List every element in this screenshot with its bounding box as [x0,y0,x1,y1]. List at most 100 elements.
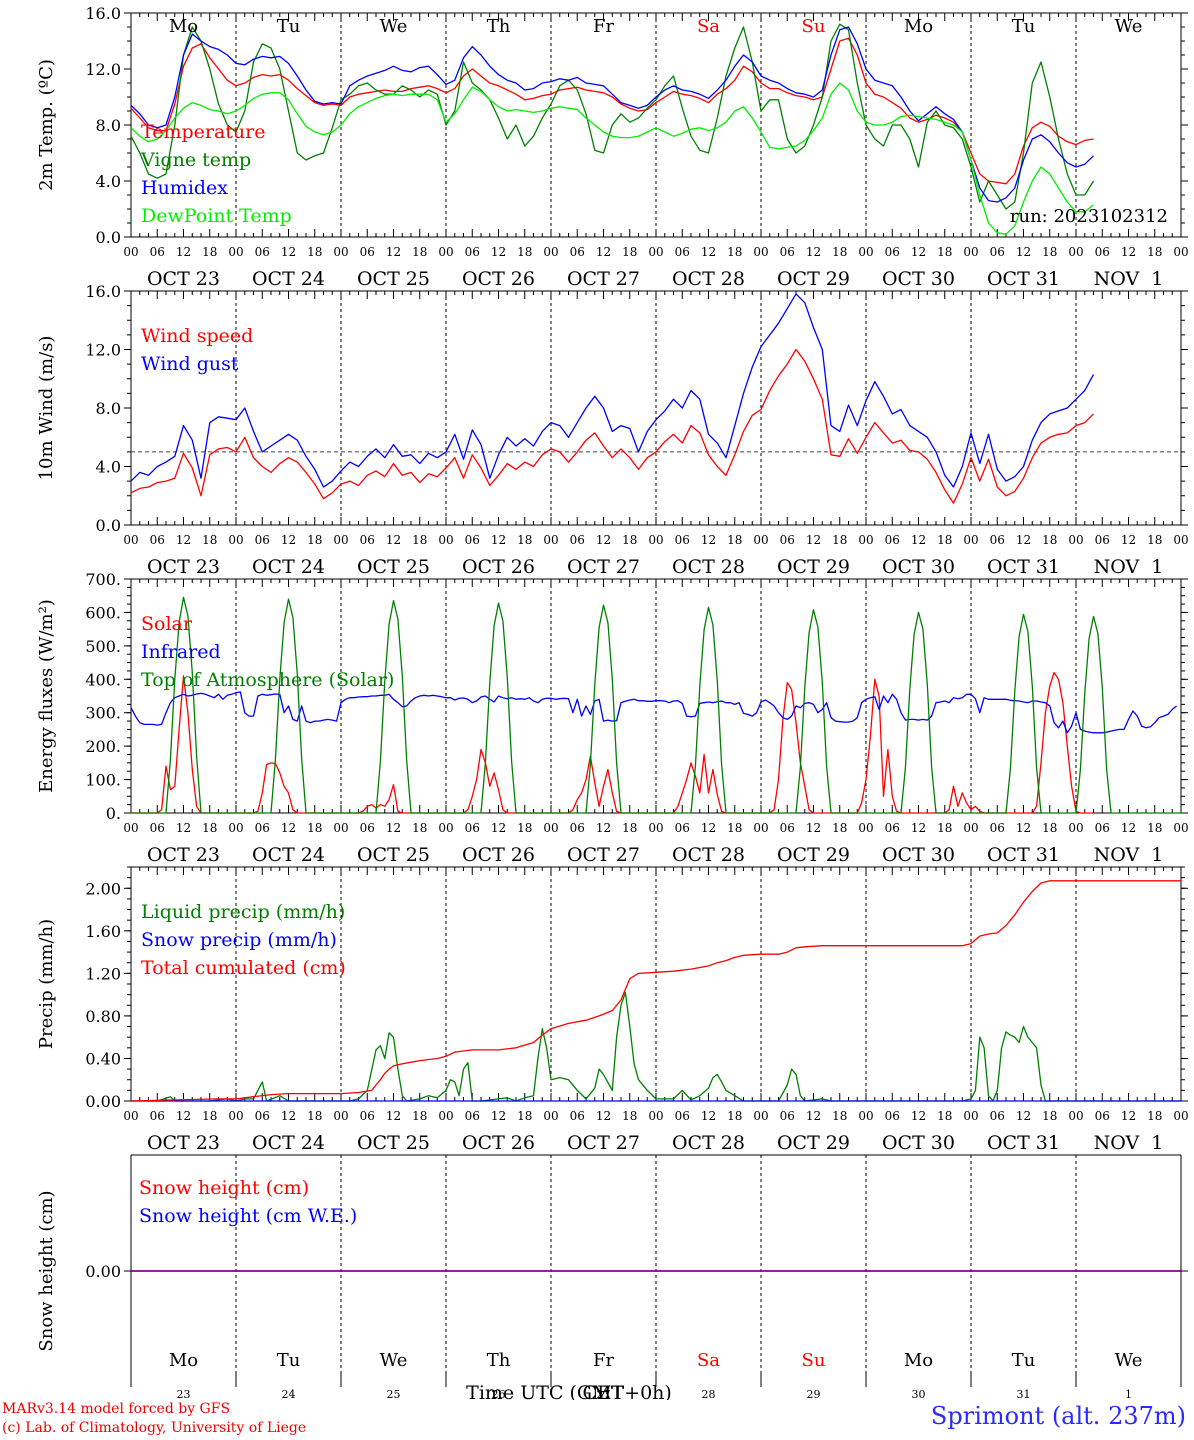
hour-label: 00 [123,821,138,835]
y-tick-label: 0.80 [85,1007,121,1026]
legend-entry: Wind gust [141,353,239,375]
y-tick-label: 1.20 [85,964,121,983]
date-label: OCT 26 [462,1132,535,1154]
hour-label: 00 [438,1109,453,1123]
hour-label: 18 [202,245,217,259]
hour-label: 18 [1042,1109,1057,1123]
series-line-total-cumulated-cm- [130,880,1181,1102]
weekday-label: We [380,1350,408,1371]
date-label: OCT 23 [147,268,220,290]
hour-label: 18 [832,1109,847,1123]
weekday-label: Tu [277,16,301,37]
hour-label: 12 [176,1109,191,1123]
hour-label: 18 [307,1109,322,1123]
hour-label: 06 [1095,245,1110,259]
date-label: OCT 28 [672,268,745,290]
hour-label: 18 [1042,245,1057,259]
hour-label: 12 [596,821,611,835]
hour-label: 12 [491,533,506,547]
weekday-label: Tu [277,1350,301,1371]
run-annotation: run: 2023102312 [1010,206,1168,227]
legend-entry: Solar [141,613,193,635]
series-line-infrared [130,691,1178,734]
date-label: OCT 25 [357,844,430,866]
date-label: OCT 24 [252,268,325,290]
y-tick-label: 200. [85,737,121,756]
hour-label: 00 [648,1109,663,1123]
series-line-humidex [130,26,1094,203]
hour-label: 18 [517,1109,532,1123]
legend-entry: Temperature [141,121,265,143]
hour-label: 18 [202,821,217,835]
hour-label: 12 [386,821,401,835]
date-label: OCT 30 [882,556,955,578]
hour-label: 12 [1016,245,1031,259]
date-label: OCT 27 [567,268,640,290]
hour-label: 18 [832,533,847,547]
hour-label: 06 [360,533,375,547]
hour-label: 00 [543,245,558,259]
hour-label: 12 [386,1109,401,1123]
series-line-dewpoint-temp [130,82,1094,235]
hour-label: 18 [1147,821,1162,835]
hour-label: 18 [1147,533,1162,547]
hour-label: 00 [858,245,873,259]
hour-label: 00 [753,1109,768,1123]
hour-label: 06 [150,821,165,835]
day-number-label: 26 [492,1388,506,1400]
y-tick-label: 4.0 [96,458,121,477]
hour-label: 00 [228,245,243,259]
hour-label: 12 [281,245,296,259]
hour-label: 18 [727,533,742,547]
hour-label: 12 [806,245,821,259]
y-tick-label: 0.0 [96,516,121,535]
y-tick-label: 400. [85,670,121,689]
legend-entry: Top of Atmosphere (Solar) [141,669,394,691]
legend-entry: Snow precip (mm/h) [141,929,337,951]
hour-label: 18 [937,533,952,547]
y-tick-label: 0. [106,804,121,823]
legend-entry: Humidex [141,177,228,199]
panel-temp: 00 06 12 18 00 06 12 18 00 06 12 18 00 06 12 18 00 06 12 18… [36,4,1189,290]
hour-label: 18 [1042,821,1057,835]
hour-label: 12 [911,533,926,547]
hour-label: 12 [596,245,611,259]
meteogram: 00 06 12 18 00 06 12 18 00 06 12 18 00 06 12 18 00 06 12 18… [36,4,1189,1400]
date-label: OCT 24 [252,1132,325,1154]
date-label: OCT 23 [147,1132,220,1154]
date-label: OCT 24 [252,844,325,866]
hour-label: 18 [1042,533,1057,547]
hour-label: 00 [753,533,768,547]
date-label: OCT 26 [462,556,535,578]
hour-label: 00 [333,533,348,547]
hour-label: 06 [570,533,585,547]
hour-label: 00 [438,533,453,547]
date-label: OCT 31 [987,268,1060,290]
date-label: OCT 26 [462,268,535,290]
hour-label: 00 [438,245,453,259]
legend-entry: Snow height (cm W.E.) [139,1205,357,1227]
hour-label: 00 [1068,245,1083,259]
hour-label: 18 [412,821,427,835]
day-number-label: 29 [807,1388,821,1400]
weekday-label: Su [802,16,826,37]
date-label: OCT 26 [462,844,535,866]
hour-label: 12 [176,533,191,547]
hour-label: 12 [1121,1109,1136,1123]
weekday-label: Tu [1012,1350,1036,1371]
day-number-label: 27 [597,1388,611,1400]
panel-energy: 00 06 12 18 00 06 12 18 00 06 12 18 00 06 12 18 00 06 12 18… [36,570,1189,866]
hour-label: 06 [780,1109,795,1123]
hour-label: 12 [596,1109,611,1123]
date-label: OCT 29 [777,1132,850,1154]
hour-label: 00 [1068,1109,1083,1123]
y-tick-label: 2.00 [85,879,121,898]
hour-label: 06 [885,1109,900,1123]
day-number-label: 25 [387,1388,401,1400]
hour-label: 00 [543,533,558,547]
hour-label: 18 [1147,245,1162,259]
weekday-label: Th [487,1350,511,1371]
hour-label: 12 [1016,821,1031,835]
date-label: NOV 1 [1094,1132,1164,1154]
hour-label: 06 [255,821,270,835]
